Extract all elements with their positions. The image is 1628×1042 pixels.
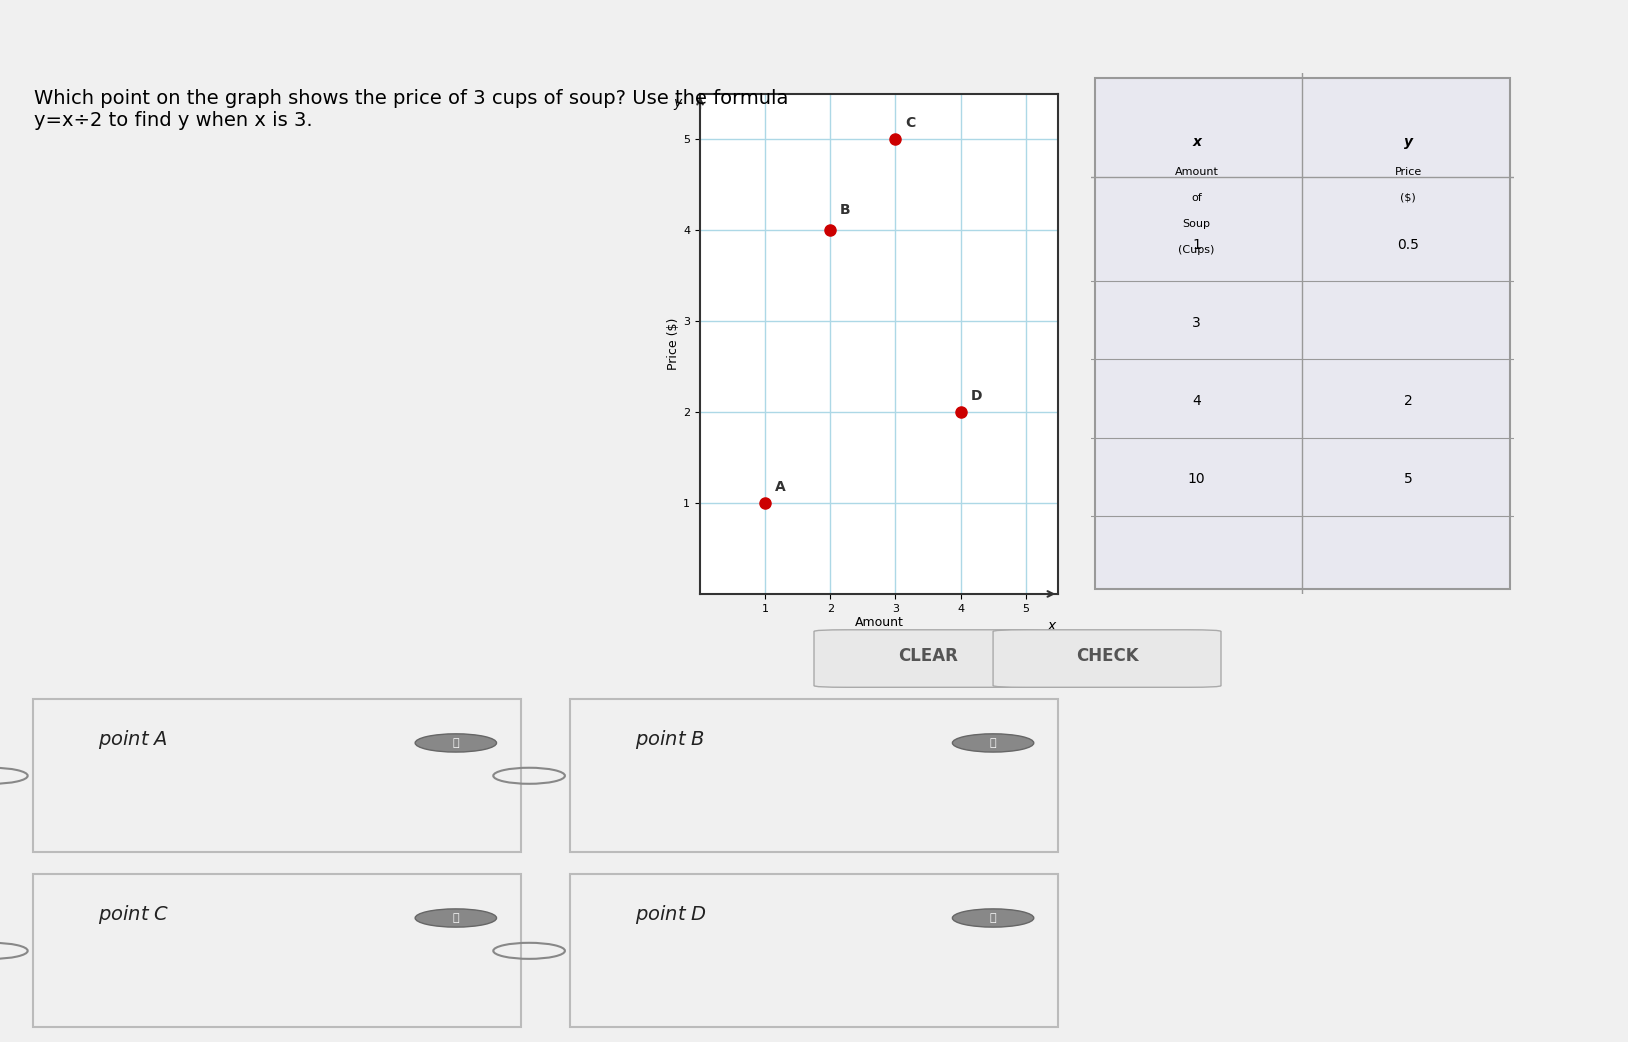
X-axis label: Amount: Amount <box>855 617 904 629</box>
Text: 1: 1 <box>1192 238 1201 252</box>
Text: CLEAR: CLEAR <box>899 647 957 666</box>
Circle shape <box>415 734 497 752</box>
Text: D: D <box>970 389 982 403</box>
Circle shape <box>952 909 1034 927</box>
Text: ($): ($) <box>1400 193 1416 203</box>
Y-axis label: Price ($): Price ($) <box>667 318 681 370</box>
Circle shape <box>415 909 497 927</box>
Text: 🔊: 🔊 <box>453 738 459 748</box>
Text: of: of <box>1192 193 1201 203</box>
FancyBboxPatch shape <box>814 629 1042 688</box>
Text: Which point on the graph shows the price of 3 cups of soup? Use the formula
y=x÷: Which point on the graph shows the price… <box>34 89 788 130</box>
Text: point $D$: point $D$ <box>635 903 707 926</box>
Text: CHECK: CHECK <box>1076 647 1138 666</box>
Text: point $A$: point $A$ <box>98 728 168 751</box>
Text: 4: 4 <box>1192 394 1201 408</box>
Text: 🔊: 🔊 <box>453 913 459 923</box>
Text: 🔊: 🔊 <box>990 913 996 923</box>
Text: (Cups): (Cups) <box>1179 245 1214 255</box>
Text: y: y <box>672 96 682 109</box>
Text: y: y <box>1403 135 1413 149</box>
Text: 3: 3 <box>1192 316 1201 330</box>
FancyBboxPatch shape <box>570 699 1058 852</box>
Text: A: A <box>775 480 786 494</box>
FancyBboxPatch shape <box>993 629 1221 688</box>
FancyBboxPatch shape <box>33 874 521 1027</box>
Text: point $B$: point $B$ <box>635 728 705 751</box>
Text: x: x <box>1047 619 1057 632</box>
FancyBboxPatch shape <box>570 874 1058 1027</box>
Text: x: x <box>1192 135 1201 149</box>
Text: B: B <box>840 202 851 217</box>
Text: Price: Price <box>1395 167 1421 177</box>
FancyBboxPatch shape <box>33 699 521 852</box>
Text: C: C <box>905 116 915 130</box>
Text: 2: 2 <box>1403 394 1413 408</box>
Text: Soup: Soup <box>1182 219 1211 229</box>
FancyBboxPatch shape <box>1096 78 1509 589</box>
Circle shape <box>952 734 1034 752</box>
Text: Amount: Amount <box>1175 167 1218 177</box>
Text: point $C$: point $C$ <box>98 903 169 926</box>
Text: 🔊: 🔊 <box>990 738 996 748</box>
Text: 5: 5 <box>1403 472 1413 487</box>
Text: 10: 10 <box>1188 472 1205 487</box>
Text: 0.5: 0.5 <box>1397 238 1420 252</box>
